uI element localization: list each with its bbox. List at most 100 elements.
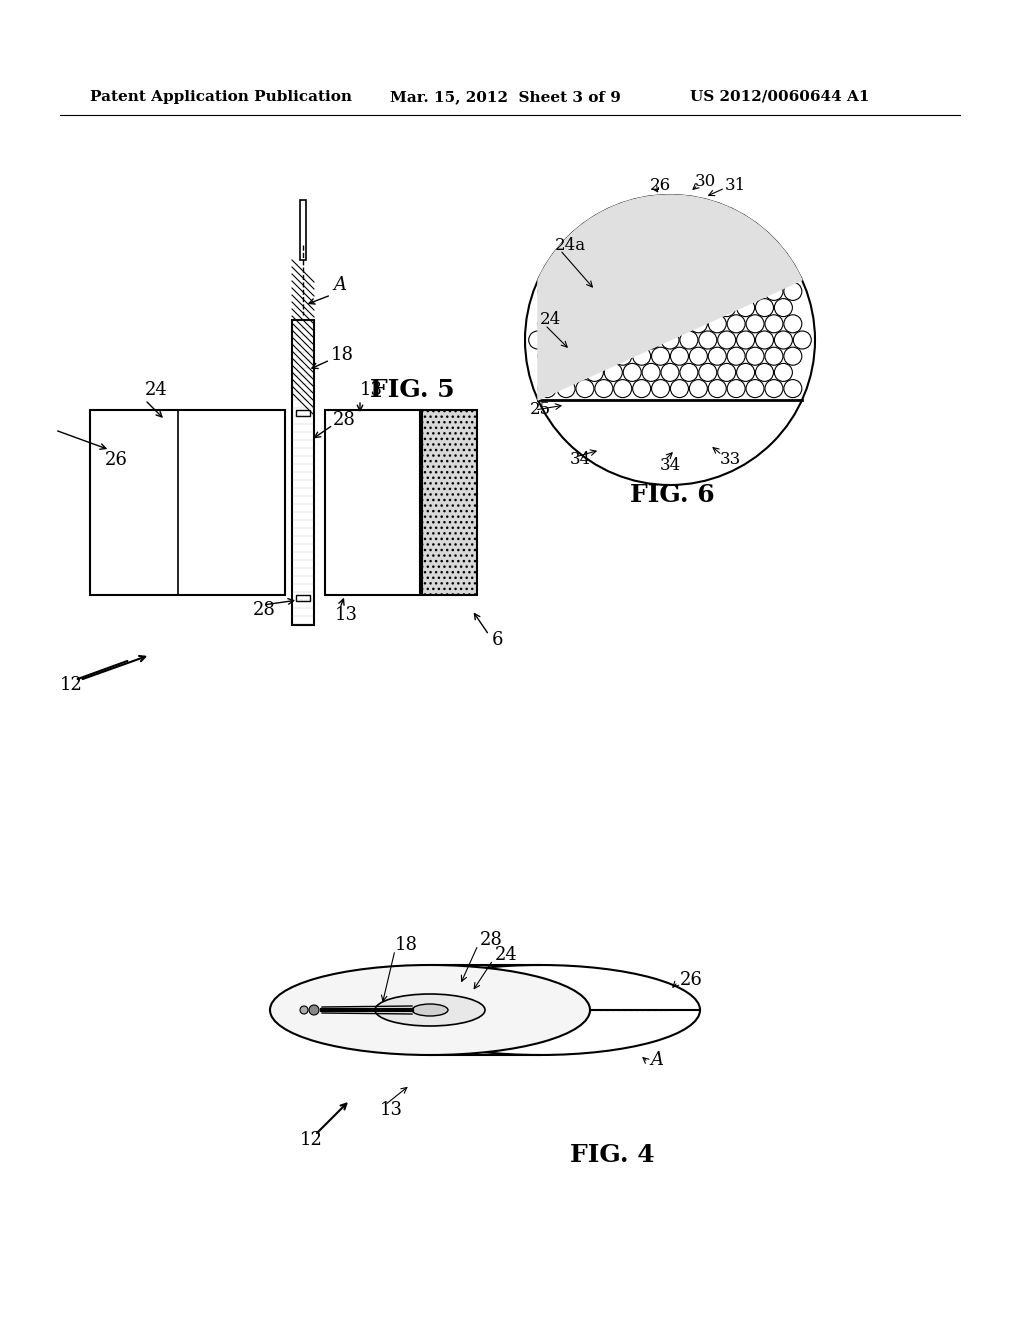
Circle shape [624,234,641,252]
Circle shape [633,314,650,333]
Circle shape [718,267,735,284]
Text: 28: 28 [253,601,275,619]
Circle shape [557,380,575,397]
Circle shape [698,331,717,348]
Circle shape [709,314,726,333]
Circle shape [736,331,755,348]
Circle shape [689,218,708,235]
Circle shape [548,331,565,348]
Circle shape [651,249,670,268]
Text: 31: 31 [725,177,746,194]
Text: Mar. 15, 2012  Sheet 3 of 9: Mar. 15, 2012 Sheet 3 of 9 [390,90,621,104]
Text: 34: 34 [660,457,681,474]
Circle shape [709,218,726,235]
Bar [325,411,420,595]
Text: 26: 26 [650,177,671,194]
Circle shape [783,347,802,366]
Circle shape [633,380,650,397]
Bar [90,411,285,595]
Circle shape [756,267,773,284]
Circle shape [709,282,726,301]
Circle shape [651,218,670,235]
Text: 26: 26 [680,972,702,989]
Text: 26: 26 [105,451,128,469]
Circle shape [709,347,726,366]
Circle shape [557,282,575,301]
Circle shape [662,363,679,381]
Text: 24a: 24a [555,236,586,253]
Circle shape [624,331,641,348]
Circle shape [624,267,641,284]
Circle shape [557,314,575,333]
Circle shape [689,249,708,268]
Circle shape [689,314,708,333]
Circle shape [671,249,688,268]
Circle shape [557,347,575,366]
Circle shape [575,347,594,366]
Circle shape [746,380,764,397]
Text: 13: 13 [380,1101,403,1119]
Circle shape [718,234,735,252]
Circle shape [595,282,612,301]
Circle shape [746,314,764,333]
Circle shape [662,298,679,317]
Circle shape [774,267,793,284]
Circle shape [774,331,793,348]
Circle shape [774,363,793,381]
Circle shape [566,331,585,348]
Text: FIG. 6: FIG. 6 [630,483,715,507]
Ellipse shape [375,994,485,1026]
Bar [300,201,306,260]
Circle shape [300,1006,308,1014]
Text: 6: 6 [492,631,504,649]
Circle shape [765,347,783,366]
Circle shape [718,363,735,381]
Circle shape [718,331,735,348]
Circle shape [671,282,688,301]
Circle shape [586,363,603,381]
Circle shape [727,218,745,235]
Circle shape [651,380,670,397]
Text: 33: 33 [720,451,741,469]
Circle shape [642,331,660,348]
Circle shape [595,314,612,333]
Circle shape [566,267,585,284]
Circle shape [613,249,632,268]
Circle shape [689,282,708,301]
Circle shape [671,380,688,397]
Circle shape [642,363,660,381]
Text: 13: 13 [335,606,358,624]
Circle shape [698,234,717,252]
Bar [296,411,310,416]
Circle shape [595,380,612,397]
Circle shape [642,234,660,252]
Circle shape [539,282,556,301]
Circle shape [736,234,755,252]
Circle shape [309,1005,319,1015]
Circle shape [783,282,802,301]
Circle shape [727,249,745,268]
Circle shape [727,347,745,366]
Circle shape [765,380,783,397]
Text: A: A [650,1051,663,1069]
Circle shape [651,282,670,301]
Circle shape [613,347,632,366]
Circle shape [613,314,632,333]
Text: 12: 12 [60,676,83,694]
Text: 30: 30 [695,173,716,190]
Circle shape [613,218,632,235]
Circle shape [548,267,565,284]
Text: 18: 18 [395,936,418,954]
Circle shape [698,363,717,381]
Bar [422,411,477,595]
Circle shape [557,249,575,268]
Circle shape [774,298,793,317]
Circle shape [539,347,556,366]
Polygon shape [538,195,802,400]
Text: A: A [333,276,346,294]
Text: 24: 24 [495,946,518,964]
Circle shape [575,380,594,397]
Text: 18: 18 [331,346,354,364]
Circle shape [586,331,603,348]
Circle shape [765,282,783,301]
